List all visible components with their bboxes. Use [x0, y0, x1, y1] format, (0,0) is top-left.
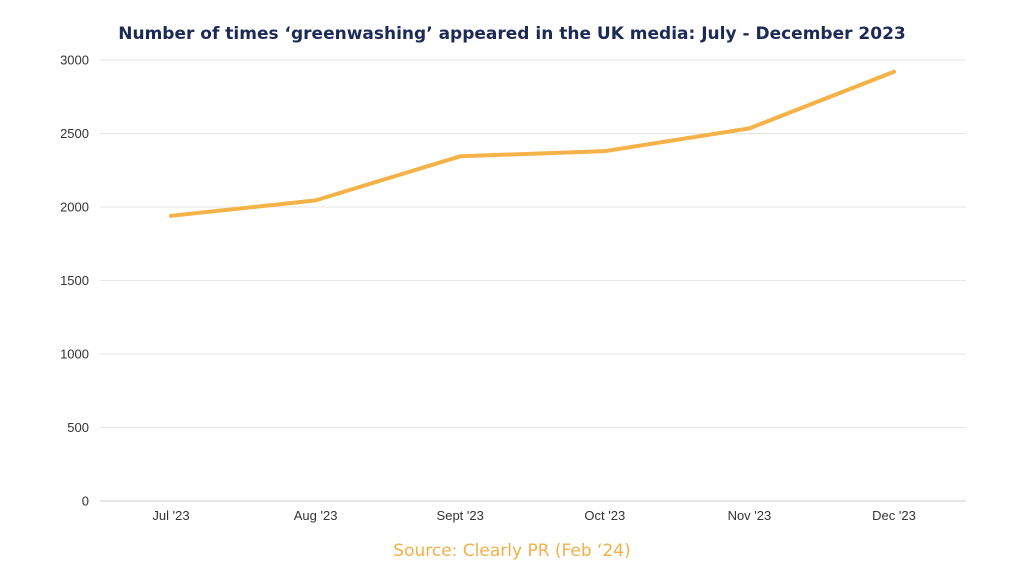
- series-lines: [169, 69, 896, 218]
- x-tick-label: Jul '23: [152, 508, 189, 523]
- x-tick-label: Aug '23: [294, 508, 338, 523]
- x-tick-label: Nov '23: [728, 508, 772, 523]
- data-point: [892, 69, 896, 74]
- x-tick-label: Sept '23: [437, 508, 484, 523]
- data-point: [169, 213, 173, 218]
- chart-title: Number of times ‘greenwashing’ appeared …: [118, 24, 906, 44]
- x-axis-tick-labels: Jul '23 Aug '23 Sept '23 Oct '23 Nov '23 Dec …: [152, 508, 915, 523]
- x-tick-label: Oct '23: [584, 508, 625, 523]
- data-point: [747, 126, 752, 131]
- y-tick-label: 2000: [60, 200, 89, 215]
- data-point: [313, 198, 318, 203]
- y-tick-label: 1000: [60, 347, 89, 362]
- gridlines: [100, 59, 966, 428]
- series-line: [169, 69, 896, 218]
- y-tick-label: 3000: [60, 53, 89, 68]
- x-tick-label: Dec '23: [872, 508, 916, 523]
- data-points: [169, 69, 896, 218]
- source-note: Source: Clearly PR (Feb ‘24): [393, 541, 631, 561]
- data-point: [602, 149, 607, 154]
- data-point: [458, 154, 463, 159]
- y-axis-tick-labels: 0 500 1000 1500 2000 2500 3000: [60, 53, 89, 509]
- y-tick-label: 2500: [60, 126, 89, 141]
- y-tick-label: 1500: [60, 273, 89, 288]
- y-tick-label: 500: [67, 420, 89, 435]
- y-tick-label: 0: [82, 494, 89, 509]
